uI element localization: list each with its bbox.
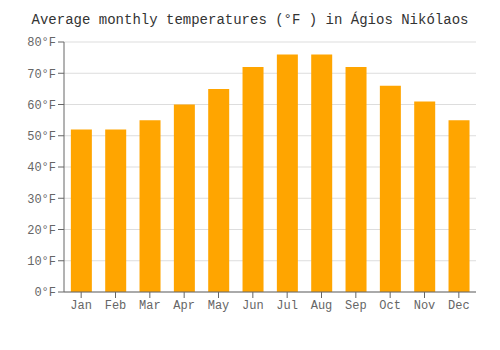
svg-text:Jun: Jun [242,299,264,313]
svg-text:80°F: 80°F [27,36,56,50]
svg-text:30°F: 30°F [27,193,56,207]
svg-text:20°F: 20°F [27,224,56,238]
svg-text:Sep: Sep [345,299,367,313]
svg-text:Nov: Nov [414,299,436,313]
svg-text:Dec: Dec [448,299,470,313]
svg-text:Oct: Oct [379,299,401,313]
svg-text:70°F: 70°F [27,68,56,82]
svg-text:May: May [208,299,230,313]
svg-text:Jan: Jan [70,299,92,313]
svg-text:40°F: 40°F [27,161,56,175]
svg-text:60°F: 60°F [27,99,56,113]
svg-text:Mar: Mar [139,299,161,313]
svg-text:0°F: 0°F [34,286,56,300]
svg-text:Feb: Feb [105,299,127,313]
svg-text:Jul: Jul [276,299,298,313]
svg-text:50°F: 50°F [27,130,56,144]
svg-text:10°F: 10°F [27,255,56,269]
svg-text:Apr: Apr [173,299,195,313]
svg-text:Aug: Aug [311,299,333,313]
html-text:Average monthly temperatures (: Average monthly temperatures (°F ) in Ág… [31,12,469,28]
